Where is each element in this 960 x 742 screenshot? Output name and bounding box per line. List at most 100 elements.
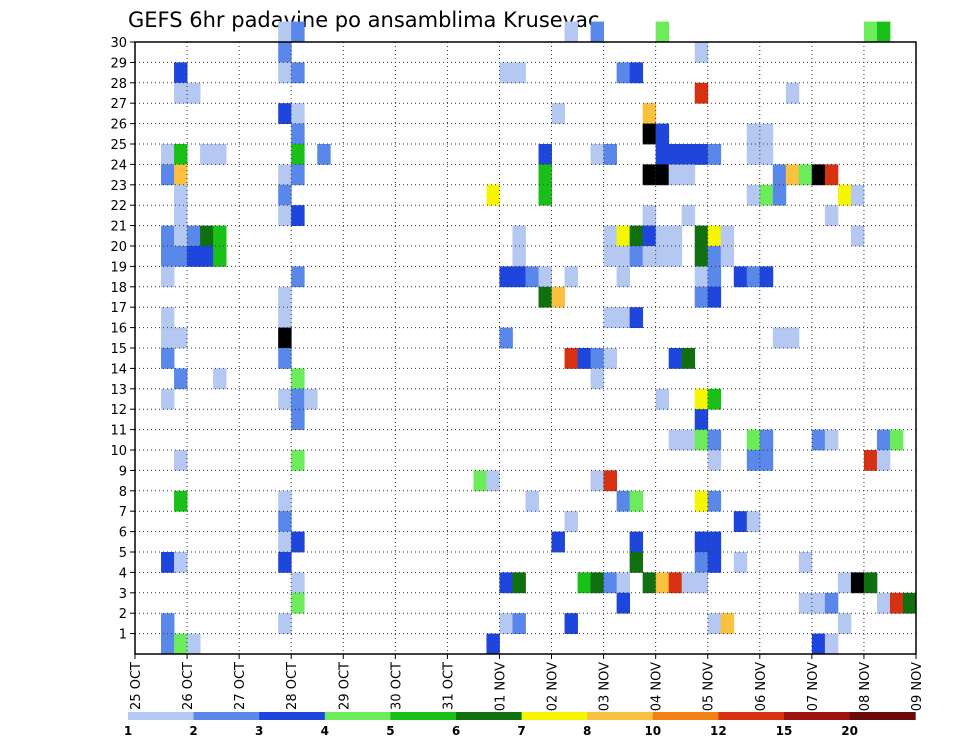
heatmap-cell xyxy=(161,307,175,328)
heatmap-cell xyxy=(707,388,722,410)
heatmap-cell xyxy=(694,429,709,451)
heatmap-cell xyxy=(538,184,552,206)
heatmap-cell xyxy=(707,144,722,165)
heatmap-cell xyxy=(278,490,292,512)
heatmap-cell xyxy=(174,62,188,84)
y-tick-label: 17 xyxy=(110,301,127,316)
heatmap-cell xyxy=(512,572,526,594)
heatmap-cell xyxy=(694,266,709,288)
y-tick-label: 25 xyxy=(110,138,127,153)
heatmap-cell xyxy=(876,450,891,471)
heatmap-cell xyxy=(655,225,670,247)
x-tick-label: 02 NOV xyxy=(546,662,561,711)
y-tick-label: 7 xyxy=(119,505,127,520)
y-tick-label: 16 xyxy=(110,322,127,337)
heatmap-cell xyxy=(785,164,800,186)
colorbar: 1 2 3 4 5 6 7 8 10 12 15 20 xyxy=(124,712,916,738)
colorbar-label: 20 xyxy=(841,724,858,738)
heatmap-cell xyxy=(616,246,631,267)
heatmap-cell xyxy=(785,327,800,349)
heatmap-cell xyxy=(161,327,175,349)
heatmap-cell xyxy=(512,62,526,84)
heatmap-cell xyxy=(655,572,670,594)
heatmap-cell xyxy=(616,225,631,247)
heatmap-cell xyxy=(772,327,787,349)
heatmap-cell xyxy=(850,184,865,206)
heatmap-cell xyxy=(174,450,188,471)
heatmap-cell xyxy=(278,42,292,63)
heatmap-cell xyxy=(278,388,292,410)
x-tick-label: 31 OCT xyxy=(441,662,456,710)
heatmap-cell xyxy=(798,164,813,186)
heatmap-cell xyxy=(278,103,292,124)
heatmap-cell xyxy=(304,388,318,410)
heatmap-cell xyxy=(499,572,513,594)
heatmap-cell xyxy=(694,246,709,267)
heatmap-cell xyxy=(616,266,631,288)
heatmap-cell xyxy=(174,246,188,267)
heatmap-cell xyxy=(694,490,709,512)
heatmap-cell xyxy=(681,348,696,369)
heatmap-cell xyxy=(616,572,631,594)
heatmap-cell xyxy=(694,225,709,247)
heatmap-cell xyxy=(655,164,670,186)
heatmap-cell xyxy=(603,572,618,594)
y-tick-label: 22 xyxy=(110,199,127,214)
colorbar-label: 15 xyxy=(776,724,793,738)
heatmap-cell xyxy=(629,62,644,84)
x-tick-label: 28 OCT xyxy=(285,662,300,710)
heatmap-cell xyxy=(694,144,709,165)
colorbar-swatch xyxy=(652,712,719,720)
heatmap-cell xyxy=(629,246,644,267)
y-tick-label: 14 xyxy=(110,362,127,377)
heatmap-cell xyxy=(694,42,709,63)
colorbar-label: 12 xyxy=(710,724,727,738)
heatmap-cell xyxy=(681,144,696,165)
heatmap-cell xyxy=(863,572,878,594)
y-tick-label: 18 xyxy=(110,281,127,296)
heatmap-cell xyxy=(161,164,175,186)
heatmap-cell xyxy=(161,246,175,267)
colorbar-swatch xyxy=(456,712,523,720)
heatmap-cell xyxy=(512,613,526,634)
heatmap-cell xyxy=(746,429,761,451)
heatmap-cell xyxy=(824,592,839,614)
heatmap-cell xyxy=(707,450,722,471)
heatmap-cell xyxy=(590,348,604,369)
heatmap-cell xyxy=(291,266,305,288)
heatmap-cell xyxy=(629,531,644,553)
heatmap-cell xyxy=(291,21,305,43)
heatmap-cell xyxy=(551,531,565,553)
heatmap-cell xyxy=(174,205,188,226)
x-tick-label: 01 NOV xyxy=(493,662,508,711)
heatmap-cell xyxy=(291,572,305,594)
heatmap-cell xyxy=(811,633,826,655)
heatmap-cell xyxy=(564,613,578,634)
x-tick-label: 08 NOV xyxy=(858,662,873,711)
heatmap-cell xyxy=(499,62,513,84)
heatmap-cell xyxy=(278,613,292,634)
heatmap-cell xyxy=(577,572,591,594)
heatmap-cell xyxy=(200,144,214,165)
heatmap-cell xyxy=(642,164,657,186)
heatmap-cell xyxy=(200,246,214,267)
heatmap-cell xyxy=(317,144,331,165)
heatmap-cell xyxy=(161,633,175,655)
heatmap-cell xyxy=(538,144,552,165)
heatmap-cell xyxy=(174,490,188,512)
heatmap-cell xyxy=(642,205,657,226)
heatmap-cell xyxy=(213,225,227,247)
heatmap-cell xyxy=(668,348,683,369)
heatmap-cell xyxy=(278,205,292,226)
heatmap-cell xyxy=(772,184,787,206)
heatmap-cell xyxy=(824,164,839,186)
x-tick-label: 04 NOV xyxy=(650,662,665,711)
heatmap-cell xyxy=(486,470,500,492)
heatmap-cell xyxy=(616,490,631,512)
y-tick-label: 8 xyxy=(119,485,127,500)
heatmap-cell xyxy=(824,633,839,655)
heatmap-cell xyxy=(278,531,292,553)
colorbar-label: 2 xyxy=(189,724,197,738)
x-tick-label: 09 NOV xyxy=(910,662,925,711)
